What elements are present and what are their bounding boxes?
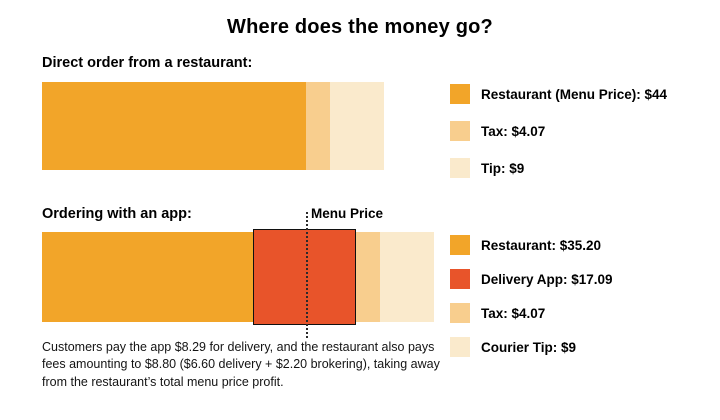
chart-title: Where does the money go?	[227, 16, 493, 38]
menu-price-line	[306, 212, 308, 338]
legend-item: Restaurant (Menu Price): $44	[450, 84, 667, 104]
legend-item: Delivery App: $17.09	[450, 269, 613, 289]
legend-item: Courier Tip: $9	[450, 337, 613, 357]
legend-swatch	[450, 235, 470, 255]
legend-item: Tip: $9	[450, 158, 667, 178]
section-label-app-order: Ordering with an app:	[42, 206, 192, 222]
footnote-text: Customers pay the app $8.29 for delivery…	[42, 340, 440, 389]
legend-swatch	[450, 269, 470, 289]
legend-item: Restaurant: $35.20	[450, 235, 613, 255]
legend-swatch	[450, 303, 470, 323]
legend-swatch	[450, 158, 470, 178]
legend-label: Delivery App: $17.09	[481, 271, 613, 287]
legend-swatch	[450, 337, 470, 357]
bar-segment	[330, 82, 385, 170]
legend-label: Tax: $4.07	[481, 123, 546, 139]
menu-price-annotation: Menu Price	[311, 206, 384, 221]
bar-segment-highlighted	[253, 229, 356, 325]
stacked-bar-app-order	[42, 229, 435, 325]
legend-label: Restaurant (Menu Price): $44	[481, 86, 668, 102]
legend-label: Courier Tip: $9	[481, 339, 577, 355]
legend-direct-order: Restaurant (Menu Price): $44 Tax: $4.07 Ti…	[450, 84, 667, 178]
bar-segment	[306, 82, 331, 170]
legend-swatch	[450, 84, 470, 104]
stacked-bar-direct-order	[42, 82, 385, 170]
legend-swatch	[450, 121, 470, 141]
bar-segment	[380, 232, 435, 322]
legend-item: Tax: $4.07	[450, 121, 667, 141]
bar-segment	[42, 82, 306, 170]
legend-label: Tax: $4.07	[481, 305, 546, 321]
legend-label: Tip: $9	[481, 160, 525, 176]
bar-segment	[42, 232, 254, 322]
legend-label: Restaurant: $35.20	[481, 237, 602, 253]
section-label-direct-order: Direct order from a restaurant:	[42, 55, 253, 71]
legend-app-order: Restaurant: $35.20 Delivery App: $17.09 Ta…	[450, 235, 613, 357]
bar-segment	[355, 232, 381, 322]
legend-item: Tax: $4.07	[450, 303, 613, 323]
